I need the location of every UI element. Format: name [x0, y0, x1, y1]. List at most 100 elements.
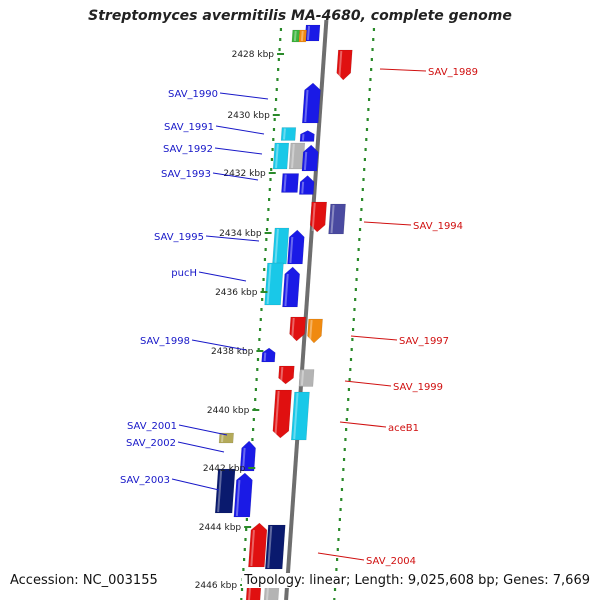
tick-track-right	[340, 498, 343, 501]
gene-label-right: SAV_1997	[399, 336, 449, 347]
gene-leader-left	[198, 271, 247, 282]
gene-sav1994-b-shine	[330, 204, 335, 234]
tick-track-right	[357, 248, 360, 251]
tick-track-right	[365, 128, 369, 131]
tick-track-right	[338, 518, 341, 521]
tick-track-right	[361, 198, 364, 201]
tick-track-left	[268, 188, 271, 191]
tick-track-right	[339, 508, 342, 511]
gene-puch-a-shine	[266, 263, 272, 305]
gene-aceb1-b-shine	[293, 392, 299, 440]
tick-track-left	[245, 518, 248, 521]
gene-label-left: SAV_1990	[168, 89, 218, 100]
tick-track-left	[273, 118, 276, 121]
gene-leader-right	[379, 68, 427, 72]
gene-label-left: SAV_2003	[120, 475, 170, 486]
gene-sav1993-a-shine	[283, 174, 287, 192]
scale-label: 2446 kbp	[195, 581, 238, 591]
tick-track-right	[342, 468, 345, 471]
gene-leader-right	[344, 380, 392, 387]
gene-sav1991-a-shine	[283, 128, 286, 140]
tick-track-left	[251, 438, 254, 441]
tick-layer	[240, 28, 376, 600]
tick-track-right	[358, 228, 362, 231]
tick-track-left	[270, 158, 273, 161]
tick-track-left	[263, 268, 266, 271]
tick-track-right	[356, 268, 359, 271]
gene-label-left: SAV_2001	[127, 421, 177, 432]
gene-leader-left	[178, 424, 228, 436]
gene-puch-b-shine	[284, 273, 289, 307]
gene-sav2003-b-shine	[235, 479, 241, 517]
genome-axis	[284, 19, 329, 600]
tick-track-left	[240, 588, 244, 591]
tick-track-right	[355, 278, 358, 281]
gene-leader-left	[219, 92, 269, 100]
tick-track-right	[336, 548, 339, 551]
tick-track-right	[346, 408, 349, 411]
tick-track-left	[261, 288, 264, 291]
scale-label: 2432 kbp	[223, 169, 266, 179]
gene-sav1992-c	[301, 144, 319, 172]
tick-track-right	[367, 98, 371, 101]
tick-track-right	[350, 348, 353, 351]
gene-sav1991-a	[280, 127, 297, 141]
tick-track-left	[256, 358, 260, 361]
tick-track-left	[259, 318, 262, 321]
gene-block-orange	[298, 29, 307, 43]
gene-sav1991-b	[299, 130, 315, 142]
tick-track-left	[269, 178, 272, 181]
scale-label: 2436 kbp	[215, 288, 258, 298]
gene-sav1995-b-shine	[289, 236, 294, 264]
gene-label-left: pucH	[171, 268, 197, 279]
tick-track-right	[341, 478, 344, 481]
gene-sav2004-a-shine	[250, 529, 255, 567]
gene-sav1999-b-shine	[300, 370, 305, 386]
tick-track-right	[333, 598, 336, 600]
tick-track-left	[279, 38, 282, 41]
tick-track-right	[343, 448, 346, 451]
gene-sav1992-b-shine	[291, 143, 295, 169]
gene-sav1997-b-shine	[308, 319, 313, 343]
gene-sav1995-a	[272, 227, 290, 265]
gene-label-right: SAV_1989	[428, 67, 478, 78]
gene-sav1993-a	[281, 173, 299, 193]
scale-label: 2442 kbp	[203, 464, 246, 474]
tick-track-right	[370, 68, 373, 71]
gene-sav2004-b	[264, 524, 286, 570]
gene-sav1989	[336, 49, 353, 81]
scale-label: 2438 kbp	[211, 347, 254, 357]
gene-sav1994-b	[328, 203, 346, 235]
gene-block-green-shine	[293, 30, 297, 42]
tick-track-right	[372, 28, 376, 31]
gene-label-left: SAV_1993	[161, 169, 211, 180]
tick-track-right	[335, 568, 338, 571]
gene-aceb1-b	[290, 391, 310, 441]
tick-track-right	[364, 148, 367, 151]
tick-track-right	[335, 558, 339, 561]
gene-leader-right	[363, 221, 412, 226]
scale-label: 2434 kbp	[219, 229, 262, 239]
gene-label-right: SAV_2004	[366, 556, 416, 567]
gene-block-orange-shine	[300, 30, 304, 42]
gene-sav2001-shine	[220, 433, 224, 443]
gene-leader-left	[177, 441, 225, 453]
tick-track-right	[370, 58, 373, 61]
tick-track-left	[265, 238, 268, 241]
tick-track-left	[255, 378, 258, 381]
gene-sav2003-a-shine	[217, 469, 223, 513]
tick-track-right	[359, 218, 362, 221]
gene-puch-b	[282, 266, 300, 308]
tick-track-right	[367, 108, 370, 111]
tick-track-left	[267, 208, 270, 211]
tick-track-left	[244, 538, 247, 541]
tick-track-left	[266, 218, 269, 221]
gene-sav1999-a-shine	[280, 366, 284, 384]
gene-sav1995-a-shine	[274, 228, 279, 264]
gene-sav2002-shine	[242, 447, 246, 471]
genome-summary: Topology: linear; Length: 9,025,608 bp; …	[242, 573, 592, 588]
tick-track-right	[342, 458, 346, 461]
gene-sav1995-b	[287, 229, 305, 265]
tick-track-right	[352, 318, 355, 321]
tick-track-right	[348, 378, 351, 381]
